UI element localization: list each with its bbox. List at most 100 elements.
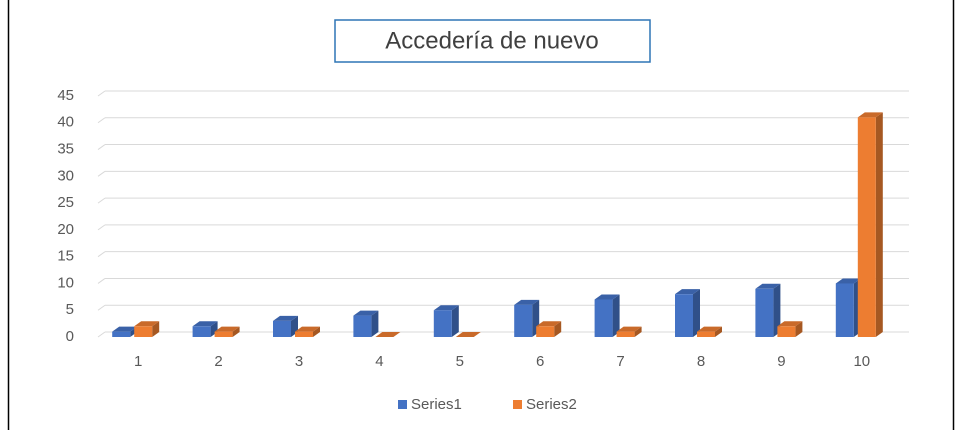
bar-top — [514, 299, 540, 305]
bar-front — [675, 294, 693, 337]
grid-line-side — [97, 144, 106, 150]
x-tick-label: 3 — [295, 353, 303, 370]
x-tick-label: 7 — [616, 353, 624, 370]
bar-front — [835, 283, 854, 337]
frame — [7, 0, 955, 430]
bar — [433, 305, 459, 337]
bar-top — [353, 310, 379, 316]
bar-front — [134, 326, 153, 337]
bar-front — [536, 326, 555, 337]
x-tick-label: 6 — [536, 353, 544, 370]
y-tick-label: 10 — [57, 274, 74, 291]
grid-line-side — [97, 224, 106, 231]
bar — [214, 326, 240, 337]
bar-front — [594, 299, 613, 337]
grid-line-side — [97, 197, 106, 204]
bar-top — [594, 294, 620, 300]
x-tick-label: 2 — [214, 353, 222, 370]
bar — [536, 321, 562, 337]
y-tick-label: 35 — [57, 141, 74, 158]
bar-side — [152, 321, 160, 337]
bar-top — [697, 326, 722, 332]
bar-side — [795, 321, 803, 337]
grid-line-side — [97, 117, 106, 124]
bar-top — [214, 326, 240, 332]
bar-top — [455, 332, 481, 337]
bar-side — [773, 283, 781, 337]
legend-swatch — [398, 400, 407, 409]
bar-side — [693, 289, 700, 337]
bar — [675, 289, 700, 337]
bar — [295, 326, 320, 337]
bar-side — [715, 326, 722, 337]
bar-top — [616, 326, 642, 332]
grid-line-side — [97, 170, 106, 177]
bar — [514, 299, 540, 337]
bar-front — [755, 288, 774, 337]
chart-title: Accedería de nuevo — [385, 27, 598, 54]
bar — [273, 315, 298, 337]
bar — [697, 326, 722, 337]
bar — [857, 112, 883, 337]
legend-label: Series2 — [526, 396, 577, 413]
bar-top — [192, 321, 218, 327]
bar-top — [675, 289, 700, 295]
bar-front — [273, 320, 291, 337]
bar-side — [634, 326, 642, 337]
y-tick-label: 40 — [57, 114, 74, 131]
y-tick-label: 15 — [57, 248, 74, 265]
y-tick-label: 30 — [57, 167, 74, 184]
bar — [755, 283, 781, 337]
bar-side — [554, 321, 562, 337]
bar-front — [514, 304, 533, 337]
bar-side — [371, 310, 379, 337]
x-tick-label: 9 — [777, 353, 785, 370]
bar — [112, 326, 138, 337]
bar-top — [295, 326, 320, 332]
legend-label: Series1 — [411, 396, 462, 413]
y-tick-label: 5 — [66, 301, 74, 318]
bar — [455, 332, 481, 337]
bar-front — [616, 331, 635, 337]
x-tick-label: 8 — [697, 353, 705, 370]
bar-side — [313, 326, 320, 337]
x-tick-label: 5 — [456, 353, 464, 370]
bar-front — [353, 315, 372, 337]
bar-front — [697, 331, 715, 337]
bar-top — [134, 321, 160, 327]
bar — [777, 321, 803, 337]
bar-top — [755, 283, 781, 289]
bar — [835, 278, 861, 337]
grid-line-side — [97, 251, 106, 258]
title-box — [334, 19, 651, 63]
grid-line-side — [97, 278, 106, 284]
bar-top — [857, 112, 883, 118]
grid-line-side — [97, 331, 106, 338]
bar-front — [433, 310, 452, 337]
bar-side — [612, 294, 620, 337]
bar-front — [192, 326, 211, 337]
x-tick-label: 10 — [853, 353, 870, 370]
y-tick-label: 25 — [57, 194, 74, 211]
bar-top — [777, 321, 803, 327]
bar-top — [536, 321, 562, 327]
bar-top — [433, 305, 459, 311]
y-tick-label: 0 — [66, 328, 74, 345]
bar-side — [232, 326, 240, 337]
y-tick-label: 45 — [57, 87, 74, 104]
bar-front — [777, 326, 796, 337]
bar — [134, 321, 160, 337]
bar-side — [875, 112, 883, 337]
bar-top — [112, 326, 138, 332]
bar — [353, 310, 379, 337]
grid-line-side — [97, 304, 106, 311]
bar-front — [295, 331, 313, 337]
bar-top — [835, 278, 861, 284]
bar-top — [273, 315, 298, 321]
bar-front — [857, 117, 876, 337]
bar — [616, 326, 642, 337]
bar-side — [451, 305, 459, 337]
legend-swatch — [513, 400, 522, 409]
